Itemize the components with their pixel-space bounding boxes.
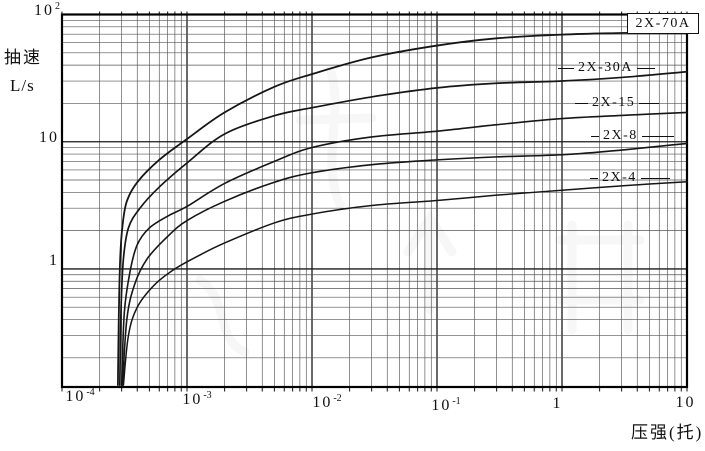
- series-label-2x-8: 2X-8: [591, 129, 674, 143]
- x-axis-label: 压强(托): [631, 423, 704, 442]
- leader-line: [591, 135, 599, 137]
- leader-line: [590, 177, 598, 179]
- watermark: [403, 209, 457, 315]
- series-label-2x-4: 2X-4: [590, 171, 670, 185]
- watermark: [195, 275, 250, 357]
- x-tick-1e-1: 10-1: [431, 396, 461, 414]
- y-axis-label: 抽速: [4, 48, 42, 67]
- leader-line: [558, 67, 574, 69]
- leader-line: [639, 102, 660, 104]
- x-tick-1e-2: 10-2: [312, 393, 342, 411]
- curve-2x-4: [122, 180, 688, 386]
- y-tick-1: 1: [49, 252, 59, 269]
- curve-2x-30a: [118, 70, 688, 387]
- series-label-text: 2X-4: [602, 170, 637, 185]
- curve-2x-8: [121, 142, 688, 386]
- watermark: [555, 220, 645, 335]
- x-tick-1: 1: [552, 395, 563, 412]
- series-label-2x-15: 2X-15: [575, 95, 660, 110]
- curve-2x-15: [120, 111, 688, 386]
- curve-2x-70a: [116, 30, 688, 387]
- series-label-2x-70a: 2X-70A: [627, 13, 699, 34]
- leader-line: [641, 135, 674, 137]
- series-label-2x-30a: 2X-30A: [558, 61, 655, 75]
- leader-line: [636, 67, 655, 69]
- leader-line: [575, 102, 588, 104]
- y-tick-10: 10: [39, 129, 59, 146]
- series-label-text: 2X-15: [592, 95, 636, 110]
- leader-line: [640, 177, 670, 179]
- series-label-text: 2X-70A: [635, 15, 691, 31]
- series-label-text: 2X-8: [603, 128, 638, 143]
- plot-frame: [60, 13, 689, 389]
- x-tick-1e-3: 10-3: [182, 390, 212, 408]
- x-tick-10: 10: [675, 394, 696, 411]
- y-axis-unit-label: L/s: [10, 76, 35, 95]
- x-tick-1e-4: 10-4: [65, 387, 95, 405]
- y-tick-100: 102: [34, 1, 60, 19]
- series-label-text: 2X-30A: [578, 60, 633, 75]
- watermark: [295, 65, 377, 210]
